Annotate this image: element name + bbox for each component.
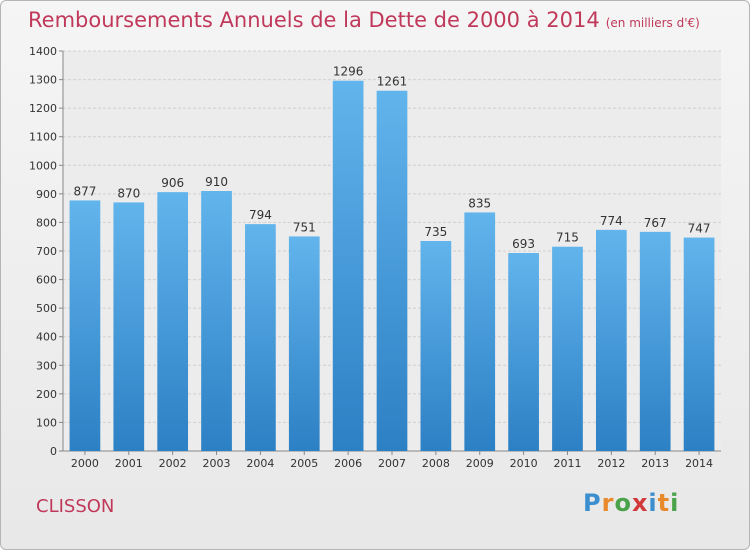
chart-title: Remboursements Annuels de la Dette de 20… (28, 8, 700, 32)
bar (508, 253, 539, 451)
bar (376, 90, 408, 451)
x-tick-label: 2006 (334, 457, 362, 470)
bar (552, 246, 583, 451)
data-label: 767 (644, 216, 667, 230)
bar (69, 200, 101, 451)
y-tick-label: 1300 (29, 74, 57, 87)
data-label: 794 (249, 208, 272, 222)
bar (113, 202, 145, 451)
x-tick-label: 2011 (553, 457, 581, 470)
logo-letter: x (631, 489, 649, 517)
bar (288, 236, 320, 451)
y-tick-label: 200 (36, 388, 57, 401)
proxiti-logo: Proxiti (583, 489, 679, 517)
data-label: 910 (205, 175, 228, 189)
y-tick-label: 900 (36, 188, 57, 201)
x-tick-label: 2001 (115, 457, 143, 470)
x-tick-label: 2012 (597, 457, 625, 470)
y-tick-label: 1400 (29, 45, 57, 58)
data-label: 1261 (377, 75, 408, 89)
y-tick-label: 100 (36, 416, 57, 429)
x-tick-label: 2010 (510, 457, 538, 470)
logo-letter: i (648, 489, 658, 517)
data-label: 877 (73, 184, 96, 198)
logo-letter: r (601, 489, 615, 517)
y-tick-label: 1000 (29, 159, 57, 172)
data-label: 693 (512, 237, 535, 251)
data-label: 835 (468, 196, 491, 210)
data-label: 1296 (333, 65, 364, 79)
unit-note: (en milliers d'€) (605, 16, 700, 30)
y-tick-label: 300 (36, 359, 57, 372)
x-tick-label: 2000 (71, 457, 99, 470)
x-tick-label: 2013 (641, 457, 669, 470)
y-tick-label: 500 (36, 302, 57, 315)
y-tick-label: 600 (36, 274, 57, 287)
y-tick-label: 1100 (29, 131, 57, 144)
data-label: 715 (556, 231, 579, 245)
data-label: 870 (117, 186, 140, 200)
bar (332, 80, 364, 451)
bar (420, 241, 452, 451)
logo-letter: t (657, 489, 671, 517)
x-tick-label: 2002 (159, 457, 187, 470)
bar (157, 192, 189, 451)
y-tick-label: 800 (36, 216, 57, 229)
bar (595, 229, 627, 451)
data-label: 774 (600, 214, 623, 228)
data-label: 906 (161, 176, 184, 190)
x-tick-label: 2003 (203, 457, 231, 470)
y-tick-label: 400 (36, 331, 57, 344)
logo-letter: o (614, 489, 632, 517)
y-tick-label: 0 (50, 445, 57, 458)
x-tick-label: 2014 (685, 457, 713, 470)
x-tick-label: 2009 (466, 457, 494, 470)
y-tick-label: 700 (36, 245, 57, 258)
data-label: 735 (424, 225, 447, 239)
bar (201, 191, 232, 451)
x-tick-label: 2007 (378, 457, 406, 470)
logo-letter: i (670, 489, 680, 517)
logo-letter: P (583, 489, 602, 517)
data-label: 747 (688, 222, 711, 236)
bar (464, 212, 496, 451)
place-name: CLISSON (36, 496, 115, 517)
x-tick-label: 2004 (246, 457, 274, 470)
bar (245, 224, 276, 451)
x-tick-label: 2008 (422, 457, 450, 470)
chart-title-text: Remboursements Annuels de la Dette de 20… (28, 8, 600, 32)
y-tick-label: 1200 (29, 102, 57, 115)
bar (639, 231, 671, 451)
bar (683, 237, 715, 451)
x-tick-label: 2005 (290, 457, 318, 470)
data-label: 751 (293, 220, 316, 234)
